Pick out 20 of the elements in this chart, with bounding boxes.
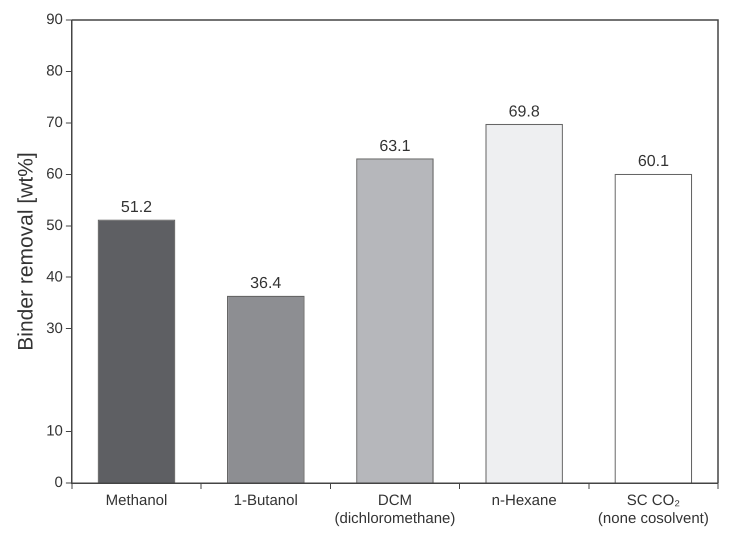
x-tick-label: DCM (dichloromethane) [334,492,456,528]
y-tick-label: 80 [46,62,63,80]
data-label: 36.4 [250,275,282,292]
data-label: 60.1 [638,153,670,170]
data-label: 51.2 [120,199,152,216]
y-tick-label: 40 [46,268,63,286]
x-tick-label: n-Hexane [492,492,557,510]
y-tick-label: 50 [46,216,63,234]
x-tick-label: Methanol [106,492,168,510]
y-tick-label: 0 [54,474,63,492]
y-tick-label: 90 [46,11,63,28]
data-label: 63.1 [379,138,411,155]
y-axis-title: Binder removal [wt%] [14,152,38,351]
y-tick-label: 70 [46,114,63,132]
x-tick-label: SC CO₂ (none cosolvent) [598,492,709,528]
x-tick-label: 1-Butanol [234,492,298,510]
y-tick-label: 30 [46,320,63,337]
y-tick-label: 10 [46,422,63,440]
data-label: 69.8 [508,103,540,120]
y-tick-label: 60 [46,165,63,182]
